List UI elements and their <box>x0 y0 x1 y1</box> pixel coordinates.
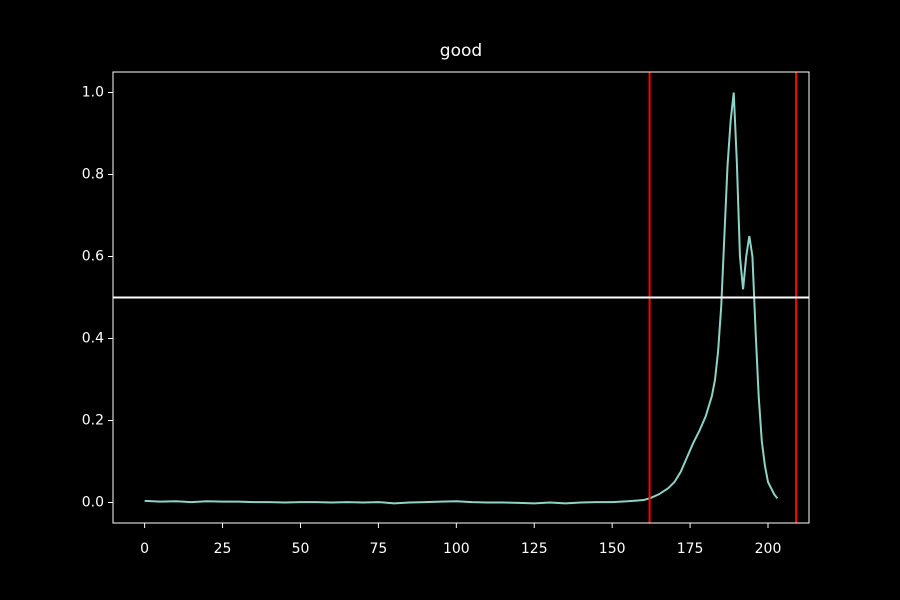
x-tick-label: 125 <box>521 541 548 557</box>
y-tick-label: 0.0 <box>82 495 104 511</box>
chart-title: good <box>440 41 482 61</box>
plot-frame <box>112 71 810 524</box>
x-tick-label: 200 <box>755 541 782 557</box>
y-tick-label: 0.8 <box>82 167 104 183</box>
x-tick-label: 0 <box>140 541 149 557</box>
data-line <box>144 92 779 505</box>
y-tick-label: 1.0 <box>82 85 104 101</box>
y-tick-label: 0.4 <box>82 331 104 347</box>
x-tick-label: 175 <box>677 541 704 557</box>
y-tick-label: 0.2 <box>82 413 104 429</box>
x-tick-label: 100 <box>443 541 470 557</box>
x-tick-label: 50 <box>292 541 310 557</box>
x-tick-label: 25 <box>214 541 232 557</box>
y-tick-label: 0.6 <box>82 249 104 265</box>
x-tick-label: 75 <box>369 541 387 557</box>
x-tick-label: 150 <box>599 541 626 557</box>
